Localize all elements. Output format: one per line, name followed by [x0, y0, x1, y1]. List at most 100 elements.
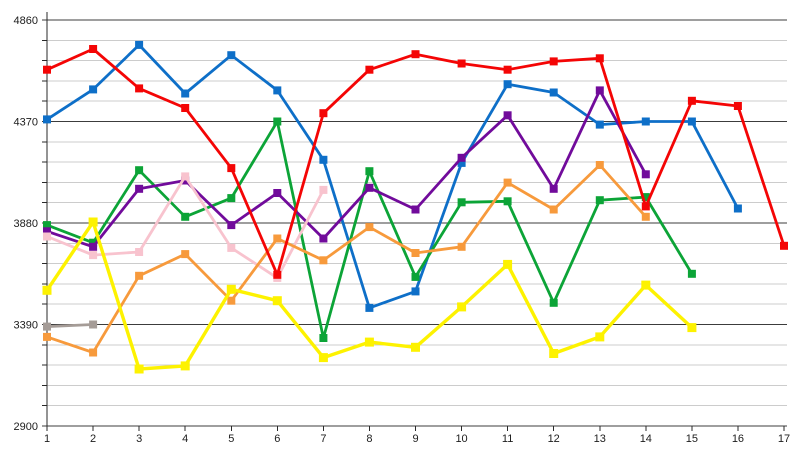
series-orange-point: [181, 250, 190, 259]
series-red-point: [43, 65, 51, 74]
series-blue-point: [89, 85, 98, 94]
series-blue-point: [43, 115, 51, 124]
series-blue-point: [503, 80, 512, 89]
series-pink-point: [181, 172, 190, 181]
series-pink-point: [319, 185, 328, 194]
y-tick-label: 4370: [14, 117, 38, 129]
series-purple-point: [503, 111, 512, 120]
series-yellow-point: [364, 337, 374, 347]
series-green-point: [227, 194, 236, 203]
series-blue-point: [227, 51, 236, 60]
series-green-point: [89, 238, 98, 247]
series-pink-point: [43, 232, 51, 241]
series-purple-line: [45, 89, 648, 249]
series-gray-point: [89, 320, 98, 329]
series-yellow-point: [88, 217, 98, 227]
series-yellow-point: [503, 259, 513, 269]
series-gray-point: [43, 322, 51, 331]
series-yellow-point: [549, 349, 559, 358]
series-purple-point: [595, 86, 604, 95]
series-yellow-point: [457, 302, 467, 312]
series-green-point: [43, 221, 51, 230]
series-blue-point: [595, 120, 604, 129]
series-yellow-point: [226, 284, 236, 294]
x-tick-label: 10: [455, 433, 467, 445]
series-red-point: [273, 270, 282, 279]
series-blue-point: [365, 303, 374, 312]
series-blue-point: [135, 40, 144, 49]
x-tick-label: 1: [44, 433, 50, 445]
series-gray-line: [45, 323, 95, 329]
series-blue-point: [687, 117, 696, 126]
series-red-point: [595, 54, 604, 63]
series-yellow-point: [411, 342, 420, 352]
series-blue-point: [181, 89, 190, 98]
x-tick-label: 15: [686, 433, 698, 445]
series-purple-point: [43, 227, 51, 236]
series-blue-point: [457, 158, 466, 167]
series-green-point: [503, 197, 512, 206]
x-tick-label: 2: [90, 433, 96, 445]
series-red-point: [181, 104, 190, 112]
series-pink-point: [227, 243, 236, 252]
y-tick-label: 3880: [14, 218, 38, 230]
series-red-point: [227, 164, 236, 173]
series-blue-point: [549, 88, 558, 97]
series-orange-point: [319, 256, 328, 265]
series-yellow-point: [134, 364, 144, 374]
series-orange-point: [641, 212, 650, 221]
x-tick-label: 17: [778, 433, 790, 445]
series-yellow-point: [641, 280, 651, 290]
series-blue-point: [733, 204, 742, 213]
x-tick-label: 8: [366, 433, 372, 445]
series-red-point: [365, 65, 374, 74]
x-tick-label: 7: [320, 433, 326, 445]
series-blue-line: [45, 43, 740, 310]
series-purple-point: [273, 189, 282, 197]
series-red-point: [411, 50, 420, 59]
y-tick-label: 2900: [14, 421, 38, 433]
series-red-point: [780, 241, 788, 250]
series-orange-point: [549, 205, 558, 214]
x-tick-label: 16: [732, 433, 744, 445]
x-tick-label: 6: [274, 433, 280, 445]
series-orange-point: [227, 296, 236, 305]
series-red-point: [135, 84, 144, 93]
series-orange-point: [273, 234, 282, 243]
x-tick-label: 12: [548, 433, 560, 445]
series-green-point: [319, 334, 328, 342]
series-purple-point: [411, 205, 420, 214]
series-purple-point: [227, 221, 236, 230]
series-orange-point: [365, 223, 374, 232]
series-purple-point: [181, 176, 190, 185]
series-orange-point: [135, 271, 144, 280]
series-purple-point: [135, 184, 144, 193]
series-orange-point: [457, 242, 466, 251]
series-green-point: [181, 212, 190, 221]
series-purple-point: [641, 170, 650, 179]
series-green-point: [273, 117, 282, 126]
series-blue-point: [319, 155, 328, 164]
series-yellow-point: [272, 296, 282, 306]
y-tick-label: 4860: [14, 15, 38, 27]
x-tick-label: 13: [594, 433, 606, 445]
series-green-point: [641, 193, 650, 202]
series-red-point: [457, 59, 466, 68]
series-purple-point: [549, 184, 558, 193]
series-red-point: [549, 57, 558, 66]
series-green-point: [549, 298, 558, 307]
series-pink-point: [89, 251, 98, 260]
series-blue-point: [641, 117, 650, 126]
series-yellow-point: [180, 361, 190, 371]
series-green-point: [135, 166, 144, 175]
series-blue-point: [411, 287, 420, 296]
series-green-point: [365, 167, 374, 176]
series-red-point: [319, 109, 328, 118]
series-green-point: [411, 272, 420, 281]
series-purple-point: [457, 153, 466, 162]
series-yellow-point: [318, 353, 328, 363]
series-red-point: [733, 102, 742, 110]
series-orange-point: [503, 178, 512, 187]
x-tick-label: 11: [502, 433, 513, 445]
